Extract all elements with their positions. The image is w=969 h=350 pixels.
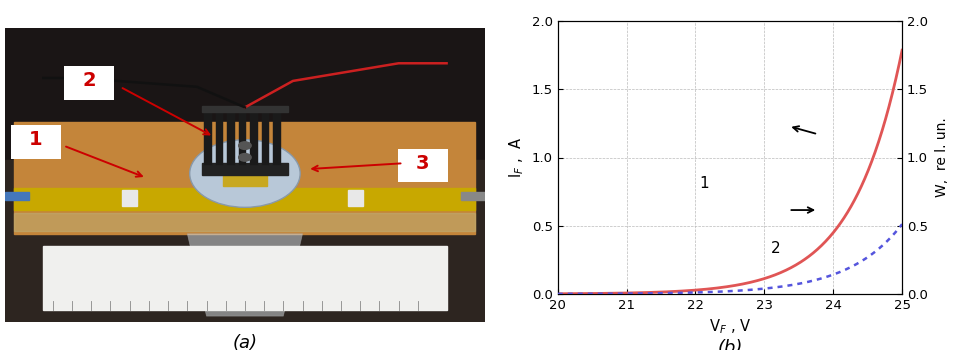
Text: (a): (a) (233, 334, 257, 350)
Bar (202, 106, 288, 112)
Bar (460, 192, 484, 200)
Bar (227, 109, 234, 165)
Bar (250, 109, 258, 165)
Bar (348, 190, 362, 206)
Text: 2: 2 (82, 71, 96, 90)
Text: 2: 2 (770, 241, 780, 256)
Bar (11, 125, 61, 159)
Circle shape (238, 154, 251, 161)
Circle shape (238, 142, 251, 149)
Text: 1: 1 (29, 130, 43, 149)
X-axis label: V$_F$ , V: V$_F$ , V (708, 317, 750, 336)
Bar (5, 28, 484, 160)
Text: 3: 3 (416, 154, 429, 173)
Bar (262, 109, 269, 165)
Bar (223, 167, 266, 186)
Y-axis label: W,  re l. un.: W, re l. un. (934, 118, 948, 197)
Polygon shape (187, 234, 302, 316)
Bar (203, 109, 211, 165)
Bar (15, 213, 475, 231)
Bar (273, 109, 281, 165)
Bar (5, 192, 29, 200)
Bar (15, 188, 475, 210)
Text: 1: 1 (699, 176, 707, 190)
Bar (122, 190, 137, 206)
Y-axis label: I$_F$ ,  A: I$_F$ , A (507, 137, 525, 178)
Bar (238, 109, 246, 165)
Text: (b): (b) (716, 339, 742, 350)
Bar (397, 148, 447, 182)
Bar (15, 122, 475, 234)
Bar (5, 160, 484, 322)
Bar (44, 246, 446, 310)
Bar (215, 109, 223, 165)
Bar (202, 163, 288, 175)
Bar (64, 66, 113, 100)
Circle shape (190, 140, 299, 207)
